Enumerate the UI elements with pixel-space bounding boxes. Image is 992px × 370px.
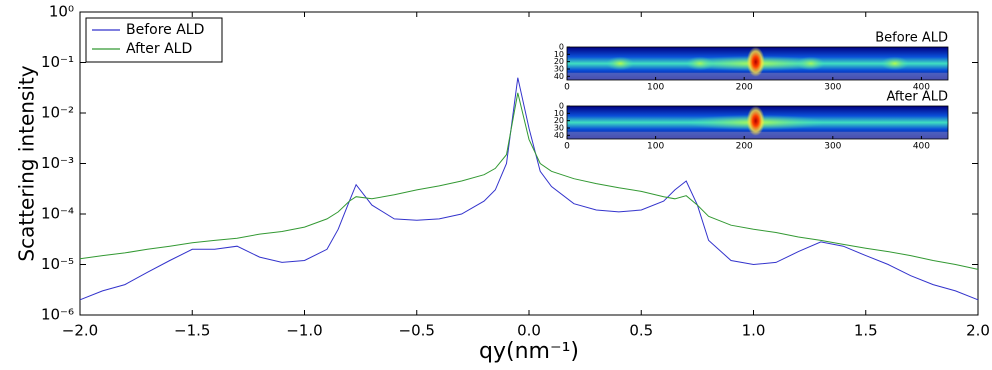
x-tick-label: −1.0 <box>286 322 322 340</box>
x-tick-label: −1.5 <box>174 322 210 340</box>
x-axis-label: qy(nm⁻¹) <box>479 339 579 364</box>
y-tick-label: 10⁻⁵ <box>41 255 74 273</box>
x-tick-label: 200 <box>736 142 753 152</box>
y-tick-label: 10⁻⁴ <box>41 205 74 223</box>
x-tick-label: 300 <box>824 142 841 152</box>
x-tick-label: 200 <box>736 83 753 93</box>
x-tick-label: 0 <box>564 83 570 93</box>
x-tick-label: 400 <box>913 142 930 152</box>
y-tick-label: 10⁻⁶ <box>41 306 74 324</box>
image-spot <box>747 106 765 136</box>
x-tick-label: 0.5 <box>629 322 653 340</box>
y-tick-label: 40 <box>554 131 564 140</box>
x-tick-label: 0.0 <box>517 322 541 340</box>
x-tick-label: −2.0 <box>62 322 98 340</box>
x-tick-label: 100 <box>647 83 664 93</box>
x-tick-label: 1.0 <box>742 322 766 340</box>
image-spot <box>747 47 765 77</box>
image-glow <box>606 57 634 71</box>
legend-label: Before ALD <box>126 22 204 38</box>
x-tick-label: 0 <box>564 142 570 152</box>
legend-label: After ALD <box>126 41 192 57</box>
x-tick-label: 300 <box>824 83 841 93</box>
y-tick-label: 10⁰ <box>49 3 74 21</box>
image-title: After ALD <box>887 90 949 105</box>
image-title: Before ALD <box>875 31 948 46</box>
x-tick-label: 1.5 <box>854 322 878 340</box>
x-tick-label: 2.0 <box>966 322 990 340</box>
y-tick-label: 10⁻² <box>41 104 74 122</box>
x-tick-label: −0.5 <box>399 322 435 340</box>
image-glow <box>881 57 909 71</box>
y-tick-label: 10⁻¹ <box>41 53 74 71</box>
y-tick-label: 10⁻³ <box>41 154 74 172</box>
y-axis-label: Scattering intensity <box>15 65 39 261</box>
x-tick-label: 100 <box>647 142 664 152</box>
chart: −2.0 −1.5 −1.0 −0.5 0.0 0.5 1.0 1.5 2.0 10⁻⁶ 10⁻⁵ 1… <box>0 0 992 370</box>
y-tick-label: 40 <box>554 72 564 81</box>
